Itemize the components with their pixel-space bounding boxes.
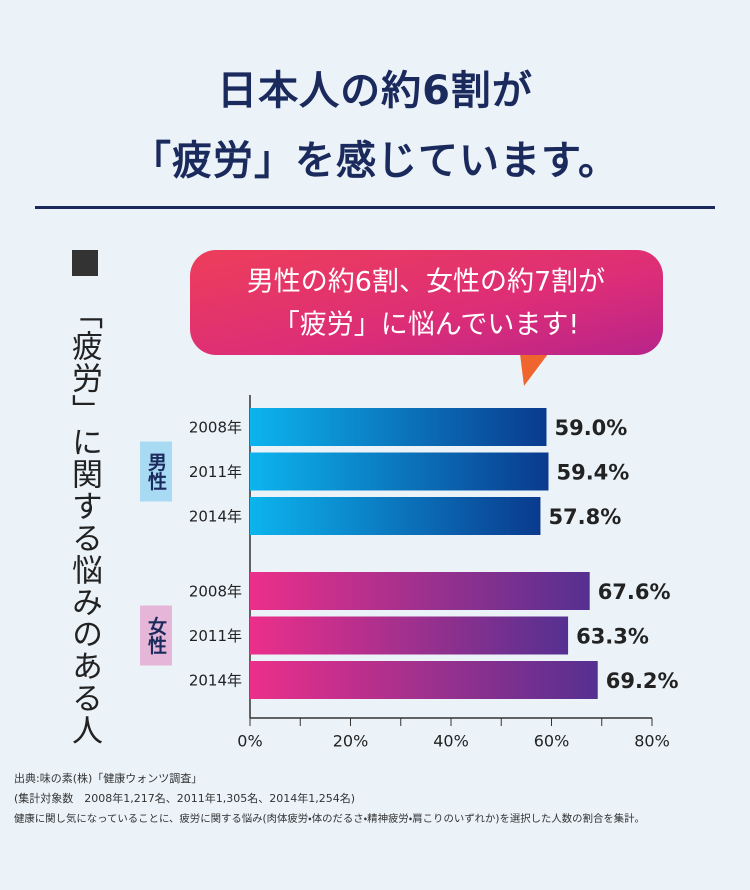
group-label: 男性 <box>145 452 167 491</box>
x-tick-label: 60% <box>534 732 570 751</box>
title: 日本人の約6割が <box>217 68 533 114</box>
bullet <box>72 250 98 276</box>
note: (集計対象数 2008年1,217名、2011年1,305名、2014年1,25… <box>14 792 356 805</box>
category-label: 2014年 <box>189 672 242 690</box>
group-label: 女性 <box>145 615 167 655</box>
divider <box>35 206 715 209</box>
callout-text: 「疲労」に悩んでいます! <box>273 310 579 341</box>
x-tick-label: 20% <box>333 732 369 751</box>
bar <box>250 452 549 491</box>
x-tick-label: 0% <box>237 732 262 751</box>
note: 健康に関し気になっていることに、疲労に関する悩み(肉体疲労・体のだるさ・精神疲労… <box>14 813 645 825</box>
x-tick-label: 40% <box>433 732 469 751</box>
category-label: 2014年 <box>189 508 242 526</box>
side-label: 「疲労」に関する悩みのある人 <box>66 298 102 746</box>
bar <box>250 616 569 655</box>
callout-box <box>190 250 663 355</box>
group-label-bg <box>140 441 172 502</box>
category-label: 2008年 <box>189 419 242 437</box>
value-label: 57.8% <box>548 505 621 529</box>
value-label: 63.3% <box>576 625 649 649</box>
group-label-bg <box>140 605 172 666</box>
category-label: 2011年 <box>189 463 242 481</box>
category-label: 2008年 <box>189 583 242 601</box>
bar <box>250 661 598 699</box>
x-tick-label: 80% <box>634 732 670 751</box>
bar <box>250 497 541 535</box>
bar <box>250 572 590 610</box>
value-label: 69.2% <box>606 669 679 693</box>
value-label: 59.4% <box>556 461 629 485</box>
title: 「疲労」を感じています。 <box>131 138 619 184</box>
bar <box>250 408 547 446</box>
value-label: 67.6% <box>598 580 671 604</box>
callout-text: 男性の約6割、女性の約7割が <box>247 267 605 298</box>
category-label: 2011年 <box>189 627 242 645</box>
callout: 男性の約6割、女性の約7割が 「疲労」に悩んでいます! <box>190 250 663 386</box>
note: 出典:味の素(株)「健康ウォンツ調査」 <box>14 772 203 785</box>
value-label: 59.0% <box>554 416 627 440</box>
callout-tail <box>520 354 548 386</box>
